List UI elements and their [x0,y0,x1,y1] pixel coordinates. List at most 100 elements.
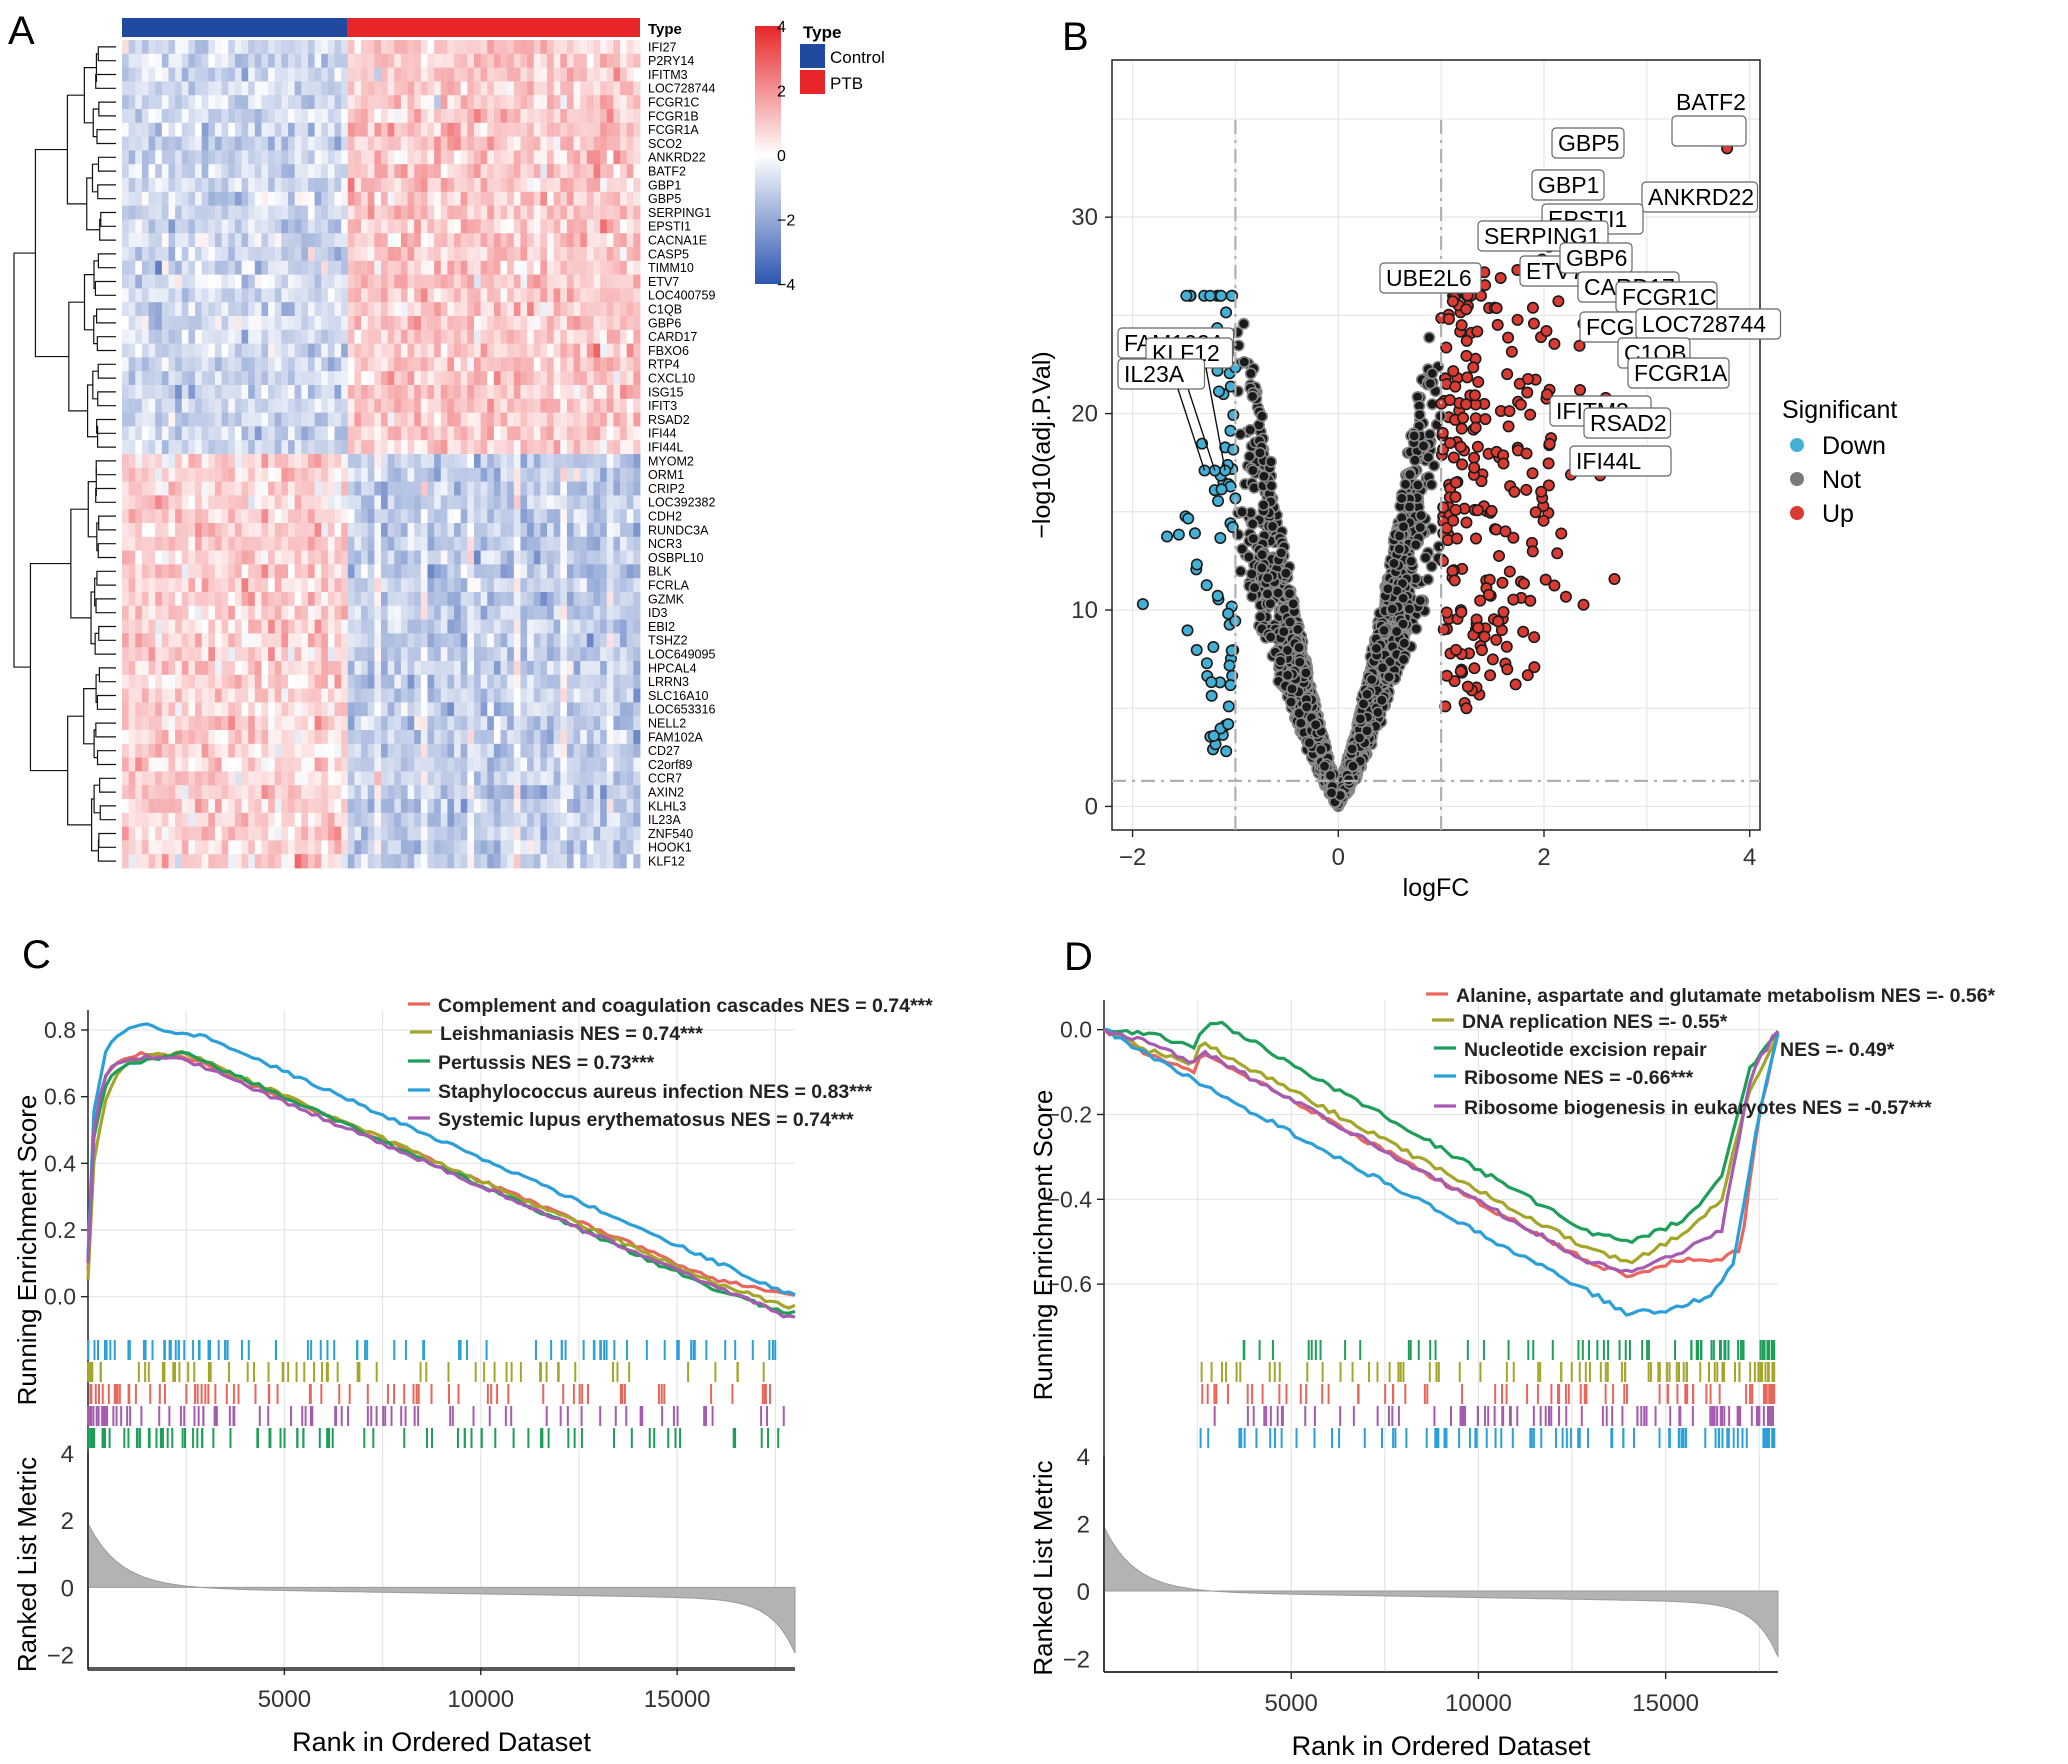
heatmap-cell [195,771,203,786]
heatmap-cell [228,164,236,179]
heatmap-cell [620,164,628,179]
heatmap-cell [500,730,508,745]
heatmap-cell [573,633,581,648]
heatmap-cell [513,219,521,234]
dendrogram-branch [94,632,116,655]
heatmap-cell [414,219,422,234]
heatmap-cell [553,371,561,386]
heatmap-cell [387,757,395,772]
heatmap-cell [161,219,169,234]
heatmap-cell [414,467,422,482]
heatmap-cell [440,164,448,179]
heatmap-cell [520,633,528,648]
heatmap-cell [288,371,296,386]
heatmap-cell [580,398,588,413]
heatmap-cell [440,605,448,620]
heatmap-cell [314,191,322,206]
heatmap-cell [241,454,249,469]
heatmap-cell [414,53,422,68]
heatmap-cell [580,440,588,455]
heatmap-cell [241,578,249,593]
heatmap-cell [580,136,588,151]
heatmap-cell [420,109,428,124]
heatmap-cell [201,67,209,82]
heatmap-cell [234,122,242,137]
heatmap-cell [586,785,594,800]
heatmap-cell [467,343,475,358]
heatmap-cell [513,702,521,717]
heatmap-cell [626,302,634,317]
heatmap-cell [148,564,156,579]
heatmap-cell [381,260,389,275]
heatmap-cell [593,550,601,565]
heatmap-cell [248,730,256,745]
gene-labels: IFI27P2RY14IFITM3LOC728744FCGR1CFCGR1BFC… [648,40,715,868]
heatmap-cell [473,343,482,358]
heatmap-cell [188,53,196,68]
heatmap-cell [334,592,342,607]
heatmap-cell [460,343,468,358]
heatmap-cell [387,53,395,68]
heatmap-cell [454,81,462,96]
heatmap-cell [613,53,621,68]
heatmap-cell [221,288,229,303]
heatmap-cell [460,371,468,386]
heatmap-cell [507,550,515,565]
heatmap-cell [493,67,501,82]
heatmap-cell [440,440,448,455]
heatmap-cell [354,371,362,386]
heatmap-cell [480,109,488,124]
heatmap-cell [122,523,130,538]
heatmap-cell [480,578,488,593]
heatmap-cell [566,605,574,620]
heatmap-cell [361,81,369,96]
heatmap-cell [161,426,169,441]
heatmap-cell [414,785,422,800]
heatmap-cell [281,150,289,165]
heatmap-cell [606,716,614,731]
heatmap-cell [175,67,183,82]
heatmap-cell [500,564,508,579]
heatmap-cell [593,454,601,469]
heatmap-cell [633,412,641,427]
heatmap-cell [195,840,203,855]
heatmap-cell [480,495,488,510]
heatmap-cell [493,730,501,745]
heatmap-cell [195,164,203,179]
heatmap-cell [394,274,402,289]
heatmap-cell [168,122,176,137]
heatmap-cell [314,536,322,551]
heatmap-cell [268,233,276,248]
heatmap-cell [307,95,315,110]
heatmap-cell [175,564,183,579]
heatmap-cell [454,854,462,869]
heatmap-cell [168,385,176,400]
heatmap-cell [500,605,508,620]
heatmap-cell [593,219,601,234]
heatmap-cell [321,812,329,827]
heatmap-cell [381,191,389,206]
heatmap-cell [440,812,448,827]
heatmap-cell [507,578,515,593]
heatmap-cell [447,67,455,82]
heatmap-cell [473,247,482,262]
group-legend-title: Type [803,23,841,42]
heatmap-cell [181,647,189,662]
heatmap-cell [467,467,475,482]
heatmap-cell [434,260,442,275]
heatmap-cell [593,247,601,262]
heatmap-cell [407,799,415,814]
heatmap-cell [434,854,442,869]
heatmap-cell [394,619,402,634]
heatmap-cell [560,619,568,634]
heatmap-cell [566,799,574,814]
heatmap-cell [241,550,249,565]
heatmap-cell [600,426,608,441]
heatmap-cell [327,647,335,662]
heatmap-cell [334,316,342,331]
heatmap-cell [626,247,634,262]
heatmap-cell [301,440,309,455]
heatmap-cell [214,578,223,593]
heatmap-cell [434,702,442,717]
heatmap-cell [281,716,289,731]
